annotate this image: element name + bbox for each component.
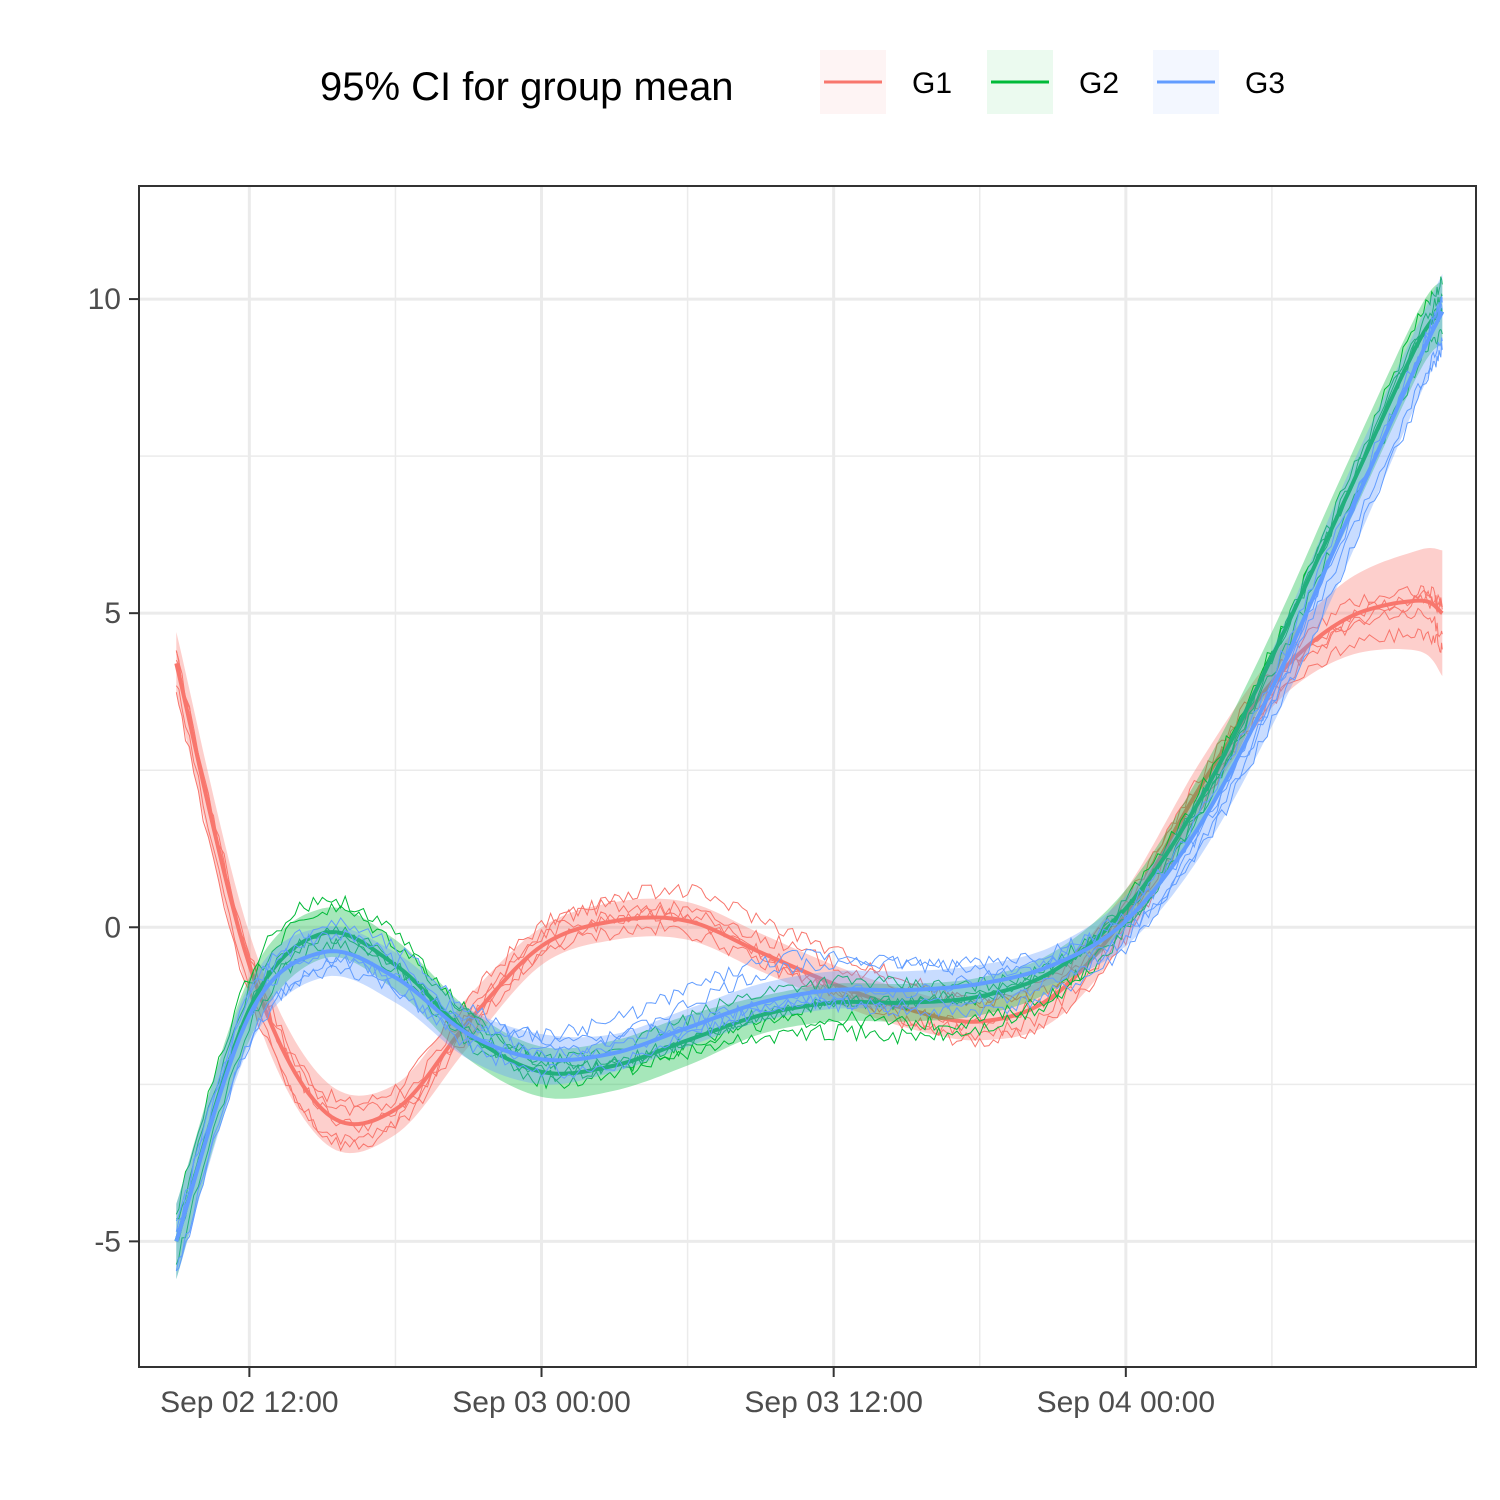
mean-line-G1 bbox=[174, 598, 1444, 1127]
y-tick-label: -5 bbox=[94, 1225, 121, 1258]
ci-ribbon-G2 bbox=[176, 280, 1443, 1280]
x-tick-label: Sep 04 00:00 bbox=[1037, 1386, 1216, 1419]
panel-border bbox=[138, 185, 1477, 1368]
legend-item-G2: G2 bbox=[987, 50, 1119, 114]
individual-line-G3 bbox=[175, 337, 1443, 1272]
legend-item-G1: G1 bbox=[820, 50, 952, 114]
legend: 95% CI for group mean G1 G2 G3 bbox=[320, 50, 1285, 114]
grid-minor bbox=[139, 186, 1476, 1367]
y-tick-label: 0 bbox=[104, 911, 121, 944]
x-axis: Sep 02 12:00 Sep 03 00:00 Sep 03 12:00 Sep … bbox=[160, 1367, 1215, 1419]
individual-line-G2 bbox=[175, 329, 1443, 1265]
series-G3 bbox=[174, 273, 1445, 1280]
mean-line-G3 bbox=[174, 310, 1445, 1242]
mean-line-G2 bbox=[174, 310, 1444, 1242]
data-layer bbox=[174, 273, 1445, 1280]
individual-line-G3 bbox=[175, 303, 1443, 1232]
x-tick-label: Sep 02 12:00 bbox=[160, 1386, 339, 1419]
plot-panel bbox=[138, 185, 1477, 1368]
individual-line-G3 bbox=[175, 295, 1443, 1222]
legend-item-G3: G3 bbox=[1153, 50, 1285, 114]
individual-line-G3 bbox=[175, 342, 1443, 1272]
individual-line-G3 bbox=[175, 296, 1443, 1232]
individual-line-G2 bbox=[175, 276, 1443, 1215]
grid-major bbox=[139, 186, 1476, 1367]
x-tick-label: Sep 03 12:00 bbox=[744, 1386, 923, 1419]
individual-line-G1 bbox=[175, 585, 1443, 1134]
y-axis: -5 0 5 10 bbox=[88, 283, 139, 1258]
legend-keys: G1 G2 G3 bbox=[820, 50, 1285, 114]
x-tick-label: Sep 03 00:00 bbox=[452, 1386, 631, 1419]
legend-title: 95% CI for group mean bbox=[320, 65, 734, 109]
series-G2 bbox=[174, 276, 1444, 1280]
panel-background bbox=[139, 186, 1476, 1367]
y-tick-label: 10 bbox=[88, 283, 121, 316]
y-tick-label: 5 bbox=[104, 597, 121, 630]
legend-label: G3 bbox=[1245, 67, 1285, 100]
legend-label: G1 bbox=[912, 67, 952, 100]
legend-label: G2 bbox=[1079, 67, 1119, 100]
